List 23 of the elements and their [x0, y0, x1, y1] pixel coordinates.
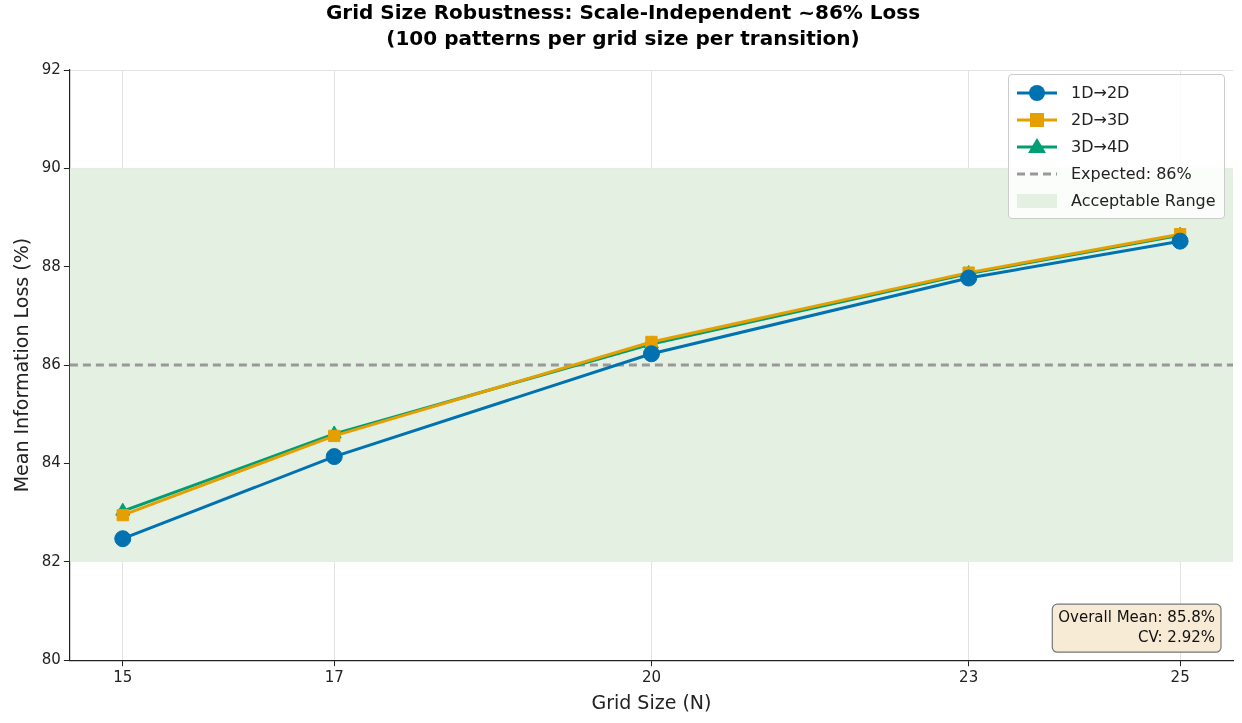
y-tick-label: 80 [41, 650, 61, 669]
chart-title: Grid Size Robustness: Scale-Independent ~86% Loss [325, 0, 921, 25]
y-tick-label: 90 [41, 158, 61, 177]
x-tick-label: 15 [113, 668, 133, 687]
chart-subtitle: (100 patterns per grid size per transition) [386, 26, 860, 51]
annotation: Overall Mean: 85.8% [1058, 608, 1215, 627]
band-label: Acceptable Range [1071, 191, 1216, 210]
y-tick-label: 82 [41, 551, 61, 570]
annotation: CV: 2.92% [1138, 628, 1215, 647]
y-tick-label: 88 [41, 256, 61, 275]
x-tick-label: 25 [1170, 668, 1190, 687]
legend-label: Expected: 86% [1071, 164, 1192, 183]
y-tick-label: 86 [41, 354, 61, 373]
y-tick-label: 84 [41, 453, 61, 472]
legend-label: 3D→4D [1071, 137, 1130, 156]
x-tick-label: 23 [959, 668, 979, 687]
x-tick-label: 20 [641, 668, 661, 687]
x-axis-title: Grid Size (N) [591, 690, 712, 713]
y-tick-label: 92 [41, 59, 61, 78]
legend-label: 2D→3D [1071, 110, 1130, 129]
x-tick-label: 17 [324, 668, 344, 687]
y-axis-title: Mean Information Loss (%) [10, 237, 33, 493]
legend-label: 1D→2D [1071, 83, 1130, 102]
